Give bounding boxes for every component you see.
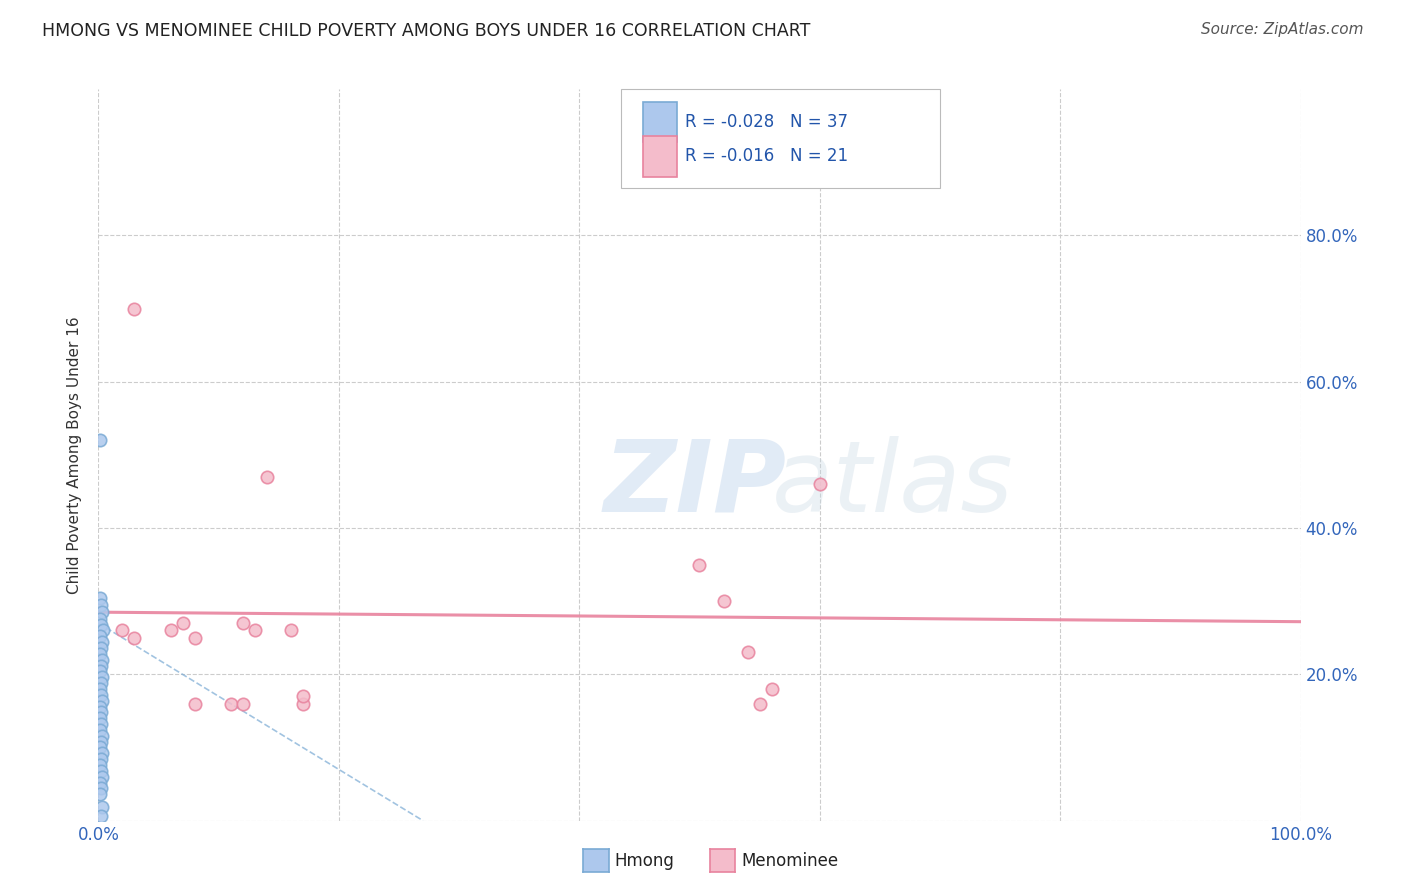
Point <box>89 681 111 696</box>
Point <box>89 629 111 643</box>
Point <box>159 624 181 638</box>
Point <box>689 558 711 572</box>
Point <box>90 617 112 632</box>
Point <box>89 723 111 737</box>
FancyBboxPatch shape <box>643 102 676 142</box>
Point <box>90 809 112 823</box>
Point <box>90 734 112 748</box>
Point <box>90 764 112 778</box>
Point <box>89 613 111 627</box>
Point <box>91 653 114 667</box>
Point <box>89 434 111 448</box>
Point <box>89 711 111 725</box>
Point <box>90 598 112 612</box>
Point <box>91 770 114 784</box>
Point <box>291 690 314 704</box>
Point <box>91 800 114 814</box>
Point <box>91 624 114 638</box>
Point <box>89 591 111 605</box>
Point <box>89 758 111 772</box>
Point <box>219 697 242 711</box>
Point <box>89 665 111 679</box>
Point <box>243 624 266 638</box>
FancyBboxPatch shape <box>643 136 676 177</box>
Point <box>91 694 114 708</box>
Text: atlas: atlas <box>772 435 1014 533</box>
Point <box>256 470 278 484</box>
Point <box>89 740 111 755</box>
Y-axis label: Child Poverty Among Boys Under 16: Child Poverty Among Boys Under 16 <box>67 316 83 594</box>
Text: R = -0.016   N = 21: R = -0.016 N = 21 <box>685 147 848 166</box>
FancyBboxPatch shape <box>621 89 939 188</box>
Text: Menominee: Menominee <box>741 852 838 870</box>
Point <box>124 631 146 645</box>
Point <box>90 752 112 766</box>
Point <box>737 645 759 659</box>
Point <box>808 477 831 491</box>
Point <box>90 658 112 673</box>
Text: HMONG VS MENOMINEE CHILD POVERTY AMONG BOYS UNDER 16 CORRELATION CHART: HMONG VS MENOMINEE CHILD POVERTY AMONG B… <box>42 22 810 40</box>
Point <box>111 624 134 638</box>
Point <box>91 605 114 619</box>
Point <box>89 775 111 789</box>
Point <box>280 624 302 638</box>
Text: ZIP: ZIP <box>603 435 786 533</box>
Point <box>90 676 112 690</box>
Point <box>90 717 112 731</box>
Point <box>89 699 111 714</box>
Point <box>90 640 112 655</box>
Point <box>91 729 114 743</box>
Point <box>748 697 770 711</box>
Point <box>90 688 112 702</box>
Point <box>124 301 146 316</box>
Text: Source: ZipAtlas.com: Source: ZipAtlas.com <box>1201 22 1364 37</box>
Point <box>91 747 114 761</box>
Point <box>183 697 205 711</box>
Point <box>713 594 735 608</box>
Point <box>90 706 112 720</box>
Point <box>232 616 254 631</box>
Point <box>232 697 254 711</box>
Point <box>183 631 205 645</box>
Text: Hmong: Hmong <box>614 852 675 870</box>
Point <box>91 670 114 684</box>
Point <box>91 635 114 649</box>
Point <box>291 697 314 711</box>
Point <box>761 681 783 696</box>
Point <box>89 787 111 801</box>
Point <box>90 781 112 796</box>
Point <box>89 647 111 661</box>
Point <box>172 616 194 631</box>
Text: R = -0.028   N = 37: R = -0.028 N = 37 <box>685 113 848 131</box>
